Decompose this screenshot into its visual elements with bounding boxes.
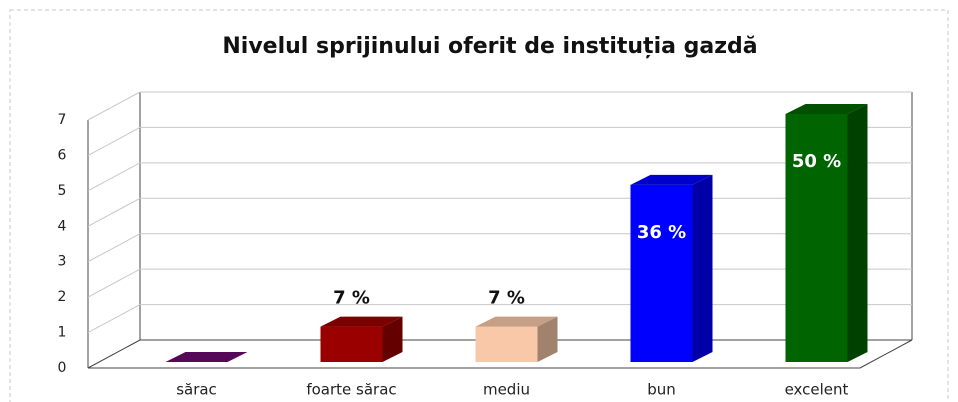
y-tick-label: 0 bbox=[58, 360, 67, 376]
data-label: 7 % bbox=[333, 288, 370, 309]
grid-line bbox=[87, 91, 141, 121]
floor-edge bbox=[87, 339, 141, 369]
frame bbox=[9, 9, 949, 402]
x-tick-label: foarte sărac bbox=[306, 381, 396, 399]
grid-line bbox=[87, 197, 141, 227]
bar-top bbox=[630, 174, 713, 185]
data-label: 50 % bbox=[792, 151, 841, 172]
y-tick-label: 7 bbox=[58, 112, 67, 128]
x-tick-label: bun bbox=[647, 381, 676, 399]
bar-side bbox=[847, 104, 868, 362]
y-tick-label: 1 bbox=[58, 325, 67, 341]
floor-right bbox=[859, 339, 913, 369]
bar-front bbox=[320, 326, 383, 362]
data-label: 36 % bbox=[637, 222, 686, 243]
y-tick-label: 2 bbox=[58, 289, 67, 305]
bar-front bbox=[475, 326, 538, 362]
bar-top bbox=[475, 316, 558, 327]
grid-line bbox=[87, 233, 141, 263]
bar-top bbox=[320, 316, 403, 327]
x-tick-label: sărac bbox=[176, 381, 217, 399]
grid-line bbox=[87, 126, 141, 156]
grid-line bbox=[87, 304, 141, 334]
x-tick-label: mediu bbox=[483, 381, 530, 399]
bar-side bbox=[692, 174, 713, 362]
y-tick-label: 6 bbox=[58, 147, 67, 163]
grid-line bbox=[87, 268, 141, 298]
y-tick-label: 4 bbox=[58, 218, 67, 234]
x-tick-label: excelent bbox=[785, 381, 849, 399]
bar-front bbox=[630, 184, 693, 362]
data-label: 7 % bbox=[488, 288, 525, 309]
bar-top bbox=[785, 104, 868, 114]
bar-front bbox=[785, 114, 848, 362]
bar-side bbox=[537, 316, 558, 362]
y-tick-label: 5 bbox=[58, 183, 67, 199]
bar-top bbox=[165, 352, 248, 362]
chart-title: Nivelul sprijinului oferit de instituția… bbox=[222, 34, 757, 59]
y-tick-label: 3 bbox=[58, 254, 67, 270]
bar-side bbox=[382, 316, 403, 362]
grid-line bbox=[87, 162, 141, 192]
